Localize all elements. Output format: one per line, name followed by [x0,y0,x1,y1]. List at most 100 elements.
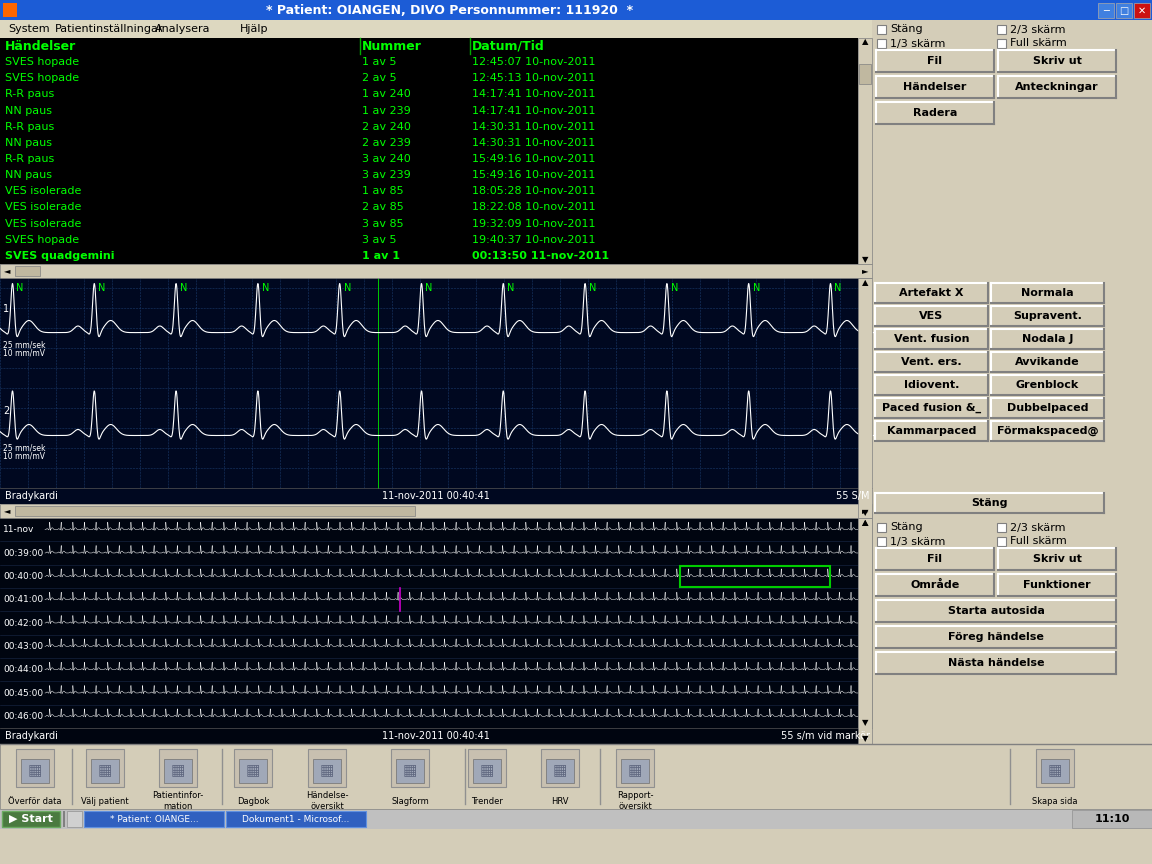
Text: Vent. fusion: Vent. fusion [894,334,969,344]
Text: 2 av 239: 2 av 239 [362,138,411,148]
Text: Idiovent.: Idiovent. [904,380,960,390]
Text: Nästa händelse: Nästa händelse [948,658,1044,668]
Text: ▦: ▦ [553,764,567,778]
Text: Nummer: Nummer [362,40,422,53]
Text: 00:46:00: 00:46:00 [3,712,43,721]
Text: 1 av 239: 1 av 239 [362,105,411,116]
Text: ▦: ▦ [480,764,494,778]
Text: 00:40:00: 00:40:00 [3,572,43,581]
Text: ▶ Start: ▶ Start [9,814,53,824]
Bar [2,811,60,827]
Text: N: N [16,283,24,293]
Text: N: N [262,283,270,293]
Text: 3 av 5: 3 av 5 [362,235,396,245]
Bar [876,329,988,349]
Text: ▦: ▦ [28,764,43,778]
Text: N: N [98,283,106,293]
Text: 00:41:00: 00:41:00 [3,595,43,604]
Text: ▼: ▼ [862,256,869,264]
Text: 00:42:00: 00:42:00 [3,619,43,627]
Text: Paced fusion &_: Paced fusion &_ [882,403,982,413]
Bar [876,600,1116,622]
Text: ▲: ▲ [862,518,869,528]
Text: R-R paus: R-R paus [5,89,54,99]
Bar [859,64,871,84]
Text: Patientinfor-
mation: Patientinfor- mation [152,791,204,810]
Text: 11-nov: 11-nov [3,525,35,534]
Bar [876,102,994,124]
Text: 2/3 skärm: 2/3 skärm [1010,523,1066,532]
Bar [991,283,1104,303]
Text: 1/3 skärm: 1/3 skärm [890,537,946,547]
Text: Full skärm: Full skärm [1010,39,1067,48]
Text: 00:43:00: 00:43:00 [3,642,43,651]
Bar [876,574,994,596]
Bar [0,504,872,518]
Text: 25 mm/sek: 25 mm/sek [3,340,45,349]
Text: 00:13:50 11-nov-2011: 00:13:50 11-nov-2011 [472,251,609,261]
Bar [876,652,1116,674]
Bar [63,811,65,827]
Text: VES isolerade: VES isolerade [5,187,82,196]
Text: 2/3 skärm: 2/3 skärm [1010,24,1066,35]
Text: Supravent.: Supravent. [1013,311,1082,321]
Text: 11:10: 11:10 [1094,814,1130,824]
Text: * Patient: OIANGEN, DIVO Personnummer: 111920  *: * Patient: OIANGEN, DIVO Personnummer: 1… [266,3,634,16]
Text: 1 av 240: 1 av 240 [362,89,411,99]
Text: N: N [507,283,515,293]
Bar [541,749,579,787]
Bar [164,759,192,783]
Text: SVES hopade: SVES hopade [5,73,79,83]
Text: Avvikande: Avvikande [1015,357,1079,367]
Bar [858,518,872,728]
Text: N: N [589,283,597,293]
Bar [876,398,988,418]
Bar [0,38,858,264]
Bar [238,759,267,783]
Text: ▦: ▦ [403,764,417,778]
Text: Patientinställningar: Patientinställningar [55,24,164,34]
Text: Fil: Fil [927,554,942,564]
Text: 18:22:08 10-nov-2011: 18:22:08 10-nov-2011 [472,202,596,213]
Bar [858,38,872,264]
Text: N: N [425,283,433,293]
Text: VES: VES [919,311,943,321]
Text: 10 mm/mV: 10 mm/mV [3,452,45,461]
Text: ▲: ▲ [862,37,869,47]
Bar [877,39,886,48]
Text: ✕: ✕ [1138,6,1146,16]
Text: 00:44:00: 00:44:00 [3,665,43,674]
Text: Skriv ut: Skriv ut [1032,554,1082,564]
Bar [876,306,988,326]
Text: 10 mm/mV: 10 mm/mV [3,349,45,358]
Text: Händelser: Händelser [903,82,967,92]
Text: 12:45:07 10-nov-2011: 12:45:07 10-nov-2011 [472,57,596,67]
Bar [0,264,872,278]
Text: 1 av 85: 1 av 85 [362,187,403,196]
Text: N: N [752,283,760,293]
Bar [91,759,119,783]
Bar [996,523,1006,532]
Text: Analysera: Analysera [156,24,211,34]
Bar [0,20,1152,38]
Bar [991,352,1104,372]
Bar [1116,3,1132,18]
Text: Dokument1 - Microsof...: Dokument1 - Microsof... [242,815,350,823]
Text: 15:49:16 10-nov-2011: 15:49:16 10-nov-2011 [472,170,596,181]
Bar [872,518,1152,744]
Bar [616,749,654,787]
Bar [998,50,1116,72]
Bar [858,278,872,518]
Text: ►: ► [862,506,869,516]
Text: ◄: ◄ [3,266,10,276]
Text: Vent. ers.: Vent. ers. [901,357,962,367]
Text: ▲: ▲ [862,518,869,528]
Bar [996,39,1006,48]
Bar [313,759,341,783]
Text: ▼: ▼ [862,719,869,727]
Bar [872,20,1152,38]
Bar [998,548,1116,570]
Text: 2: 2 [3,406,9,416]
Bar [1098,3,1114,18]
Text: ─: ─ [1104,6,1109,16]
